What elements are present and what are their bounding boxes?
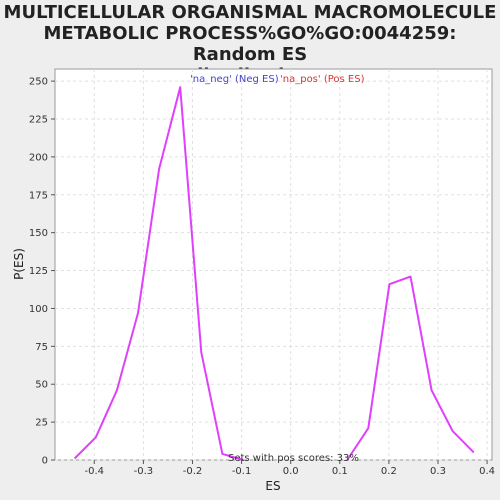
pos-scores-annotation: Sets with pos scores: 33% bbox=[228, 453, 359, 464]
y-axis-label: P(ES) bbox=[12, 248, 26, 280]
x-tick-label: 0.4 bbox=[479, 466, 495, 477]
y-tick-label: 150 bbox=[29, 228, 48, 239]
y-tick-label: 175 bbox=[29, 190, 48, 201]
grid-lines bbox=[55, 69, 492, 461]
series-line-neg bbox=[73, 86, 244, 461]
x-tick-label: 0.0 bbox=[283, 466, 299, 477]
legend: 'na_neg' (Neg ES) 'na_pos' (Pos ES) bbox=[190, 74, 365, 85]
x-axis-ticks: -0.4 -0.3 -0.2 -0.1 0.0 0.1 0.2 0.3 0.4 bbox=[85, 460, 495, 477]
x-axis-label: ES bbox=[265, 479, 280, 493]
legend-entry-pos: 'na_pos' (Pos ES) bbox=[280, 74, 365, 85]
y-tick-label: 0 bbox=[42, 456, 48, 467]
y-tick-label: 75 bbox=[35, 342, 48, 353]
x-tick-label: -0.4 bbox=[85, 466, 105, 477]
x-tick-label: 0.3 bbox=[430, 466, 446, 477]
legend-entry-neg: 'na_neg' (Neg ES) bbox=[190, 74, 279, 85]
y-tick-label: 50 bbox=[35, 380, 48, 391]
x-tick-label: -0.1 bbox=[232, 466, 252, 477]
y-tick-label: 25 bbox=[35, 418, 48, 429]
y-tick-label: 250 bbox=[29, 77, 48, 88]
x-tick-label: 0.1 bbox=[332, 466, 348, 477]
x-tick-label: -0.3 bbox=[134, 466, 154, 477]
y-tick-label: 225 bbox=[29, 115, 48, 126]
x-tick-label: 0.2 bbox=[381, 466, 397, 477]
chart-title-line-1: MULTICELLULAR ORGANISMAL MACROMOLECULE bbox=[3, 2, 497, 23]
plot-background bbox=[54, 68, 493, 461]
chart-title-line-2: METABOLIC PROCESS%GO%GO:0044259: Random … bbox=[43, 23, 457, 65]
y-axis-ticks: 0 25 50 75 100 125 150 175 200 225 250 bbox=[29, 77, 55, 467]
series-line-pos bbox=[346, 275, 475, 461]
y-tick-label: 100 bbox=[29, 304, 48, 315]
x-tick-label: -0.2 bbox=[183, 466, 203, 477]
y-tick-label: 200 bbox=[29, 152, 48, 163]
y-tick-label: 125 bbox=[29, 266, 48, 277]
series-lines bbox=[73, 86, 475, 461]
